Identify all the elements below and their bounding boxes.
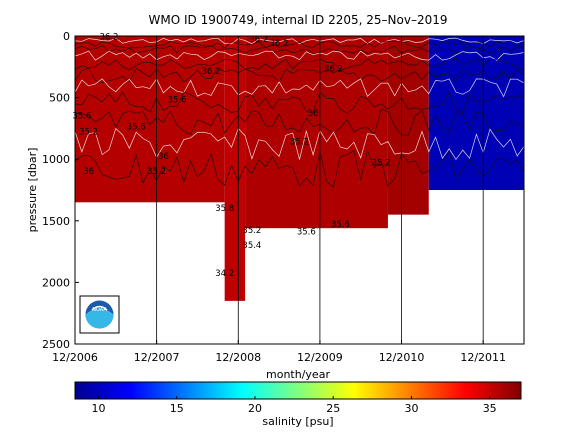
plot-area: 36.2 36.2 36.236.2 36.235.235.235.235.235.6… [42,30,525,364]
contour-label: 36.2 [100,33,119,43]
contour-label: 34.2 [215,269,234,279]
contour-label: 35.2 [290,137,309,147]
contour-label: 35.2 [372,158,391,168]
contour-label: 35.6 [331,220,350,230]
colorbar-tick-label: 30 [404,402,418,415]
y-tick-label: 2000 [42,276,70,289]
y-axis-label: pressure [dbar] [26,148,39,233]
isoline-2 [74,40,525,49]
y-tick-label: 1500 [42,215,70,228]
noaa-logo: NOAA [79,295,120,334]
contour-label: 35.6 [168,96,187,106]
x-tick-label: 12/2007 [134,351,180,364]
plot-frame [74,35,525,345]
colorbar-gradient [74,381,522,400]
contour-label: 35.2 [147,167,166,177]
noaa-logo-text: NOAA [92,307,107,313]
isoline-3 [74,45,525,54]
isoline-11 [74,149,525,188]
colorbar-tick-label: 15 [170,402,184,415]
y-tick-label: 1000 [42,153,70,166]
x-tick-label: 12/2006 [52,351,98,364]
contour-label: 35.2 [79,128,98,138]
colorbar-tick-label: 25 [326,402,340,415]
y-tick-label: 500 [49,92,70,105]
contour-label: 36 [308,109,319,119]
x-tick-label: 12/2008 [215,351,261,364]
isoline-8 [74,91,525,114]
contour-label: 36.2 [270,39,289,49]
x-axis-label: month/year [266,368,330,381]
isoline-9 [74,108,525,136]
contour-label: 36 [83,167,94,177]
contour-label: 36.2 [249,35,268,45]
x-tick-label: 12/2009 [297,351,343,364]
colorbar-label: salinity [psu] [262,415,333,428]
y-tick-label: 2500 [42,338,70,351]
contour-label: 35.6 [127,123,146,133]
isoline-10 [74,127,525,161]
salinity-region-3 [245,36,388,229]
contour-label: 35.4 [242,241,261,251]
contour-label: 35.6 [297,227,316,237]
x-tick-label: 12/2011 [460,351,506,364]
colorbar-tick-label: 35 [483,402,497,415]
colorbar-tick-label: 10 [91,402,105,415]
colorbar-tick-label: 20 [248,402,262,415]
contour-label: 36.2 [324,65,343,75]
colorbar: 10 15 20 25 30 35 [74,381,522,415]
isoline-5 [74,57,525,71]
isoline-6 [74,67,525,84]
contour-label: 35.8 [215,204,234,214]
salinity-region-1 [75,36,225,203]
chart-title: WMO ID 1900749, internal ID 2205, 25–Nov… [149,13,448,27]
isoline-7 [74,78,525,98]
y-tick-label: 0 [63,30,70,43]
contour-label: 35.6 [72,112,91,122]
contour-label: 36.2 [202,67,221,77]
contour-label: 35.2 [242,226,261,236]
isoline-4 [74,50,525,61]
contour-label: 36 [158,152,169,162]
x-tick-label: 12/2010 [379,351,425,364]
isoline-1 [74,37,525,45]
salinity-region-2 [224,36,246,301]
